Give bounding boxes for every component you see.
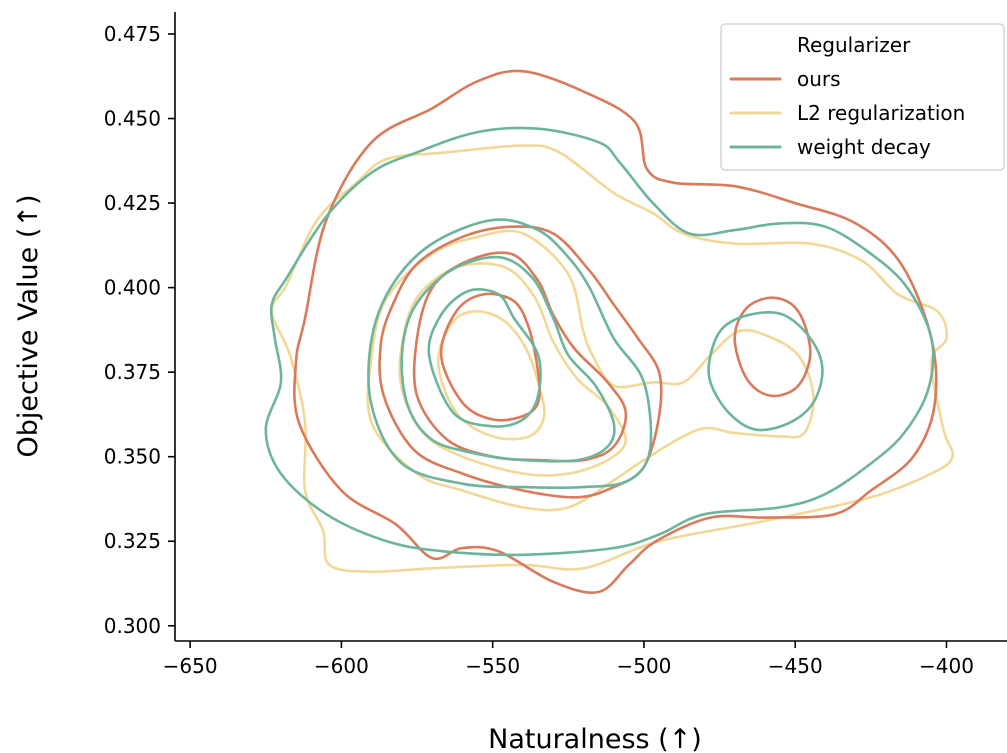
contour-lines: [264, 69, 955, 594]
y-tick-label: 0.400: [104, 276, 161, 300]
legend-label-l2-regularization: L2 regularization: [797, 101, 965, 125]
contour-l2-regularization-0: [270, 144, 955, 574]
y-tick-label: 0.325: [104, 529, 161, 553]
contour-ours-4: [733, 296, 812, 398]
legend: Regularizer ours L2 regularization weigh…: [720, 23, 1005, 171]
x-tick-label: −550: [465, 654, 520, 678]
y-tick-label: 0.450: [104, 107, 161, 131]
legend-label-ours: ours: [797, 67, 841, 91]
contour-weight-decay-4: [707, 311, 824, 432]
contour-weight-decay-0: [264, 126, 935, 557]
x-tick-label: −400: [919, 654, 974, 678]
legend-frame: [720, 23, 1005, 171]
y-axis-title: Objective Value (↑): [13, 194, 44, 457]
y-axis-ticks: 0.300 0.325 0.350 0.375 0.400 0.425 0.450 0.475: [104, 22, 175, 638]
contour-ours-1: [378, 225, 663, 499]
y-tick-label: 0.425: [104, 191, 161, 215]
x-tick-label: −450: [768, 654, 823, 678]
x-axis-title: Naturalness (↑): [488, 724, 702, 753]
y-tick-label: 0.375: [104, 360, 161, 384]
contour-ours-2: [412, 251, 628, 463]
contour-ours-0: [293, 69, 938, 594]
contour-weight-decay-2: [400, 255, 616, 463]
x-tick-label: −650: [163, 654, 218, 678]
x-axis-ticks: −650 −600 −550 −500 −450 −400: [163, 641, 974, 678]
legend-title: Regularizer: [797, 33, 911, 57]
x-tick-label: −600: [314, 654, 369, 678]
y-tick-label: 0.300: [104, 614, 161, 638]
y-tick-label: 0.350: [104, 445, 161, 469]
x-tick-label: −500: [616, 654, 671, 678]
contour-ours-3: [439, 292, 541, 422]
contour-l2-regularization-2: [398, 262, 628, 477]
contour-weight-decay-3: [427, 288, 542, 428]
contour-weight-decay-1: [367, 218, 653, 490]
legend-label-weight-decay: weight decay: [797, 135, 931, 159]
contour-l2-regularization-1: [366, 229, 815, 512]
y-tick-label: 0.475: [104, 22, 161, 46]
